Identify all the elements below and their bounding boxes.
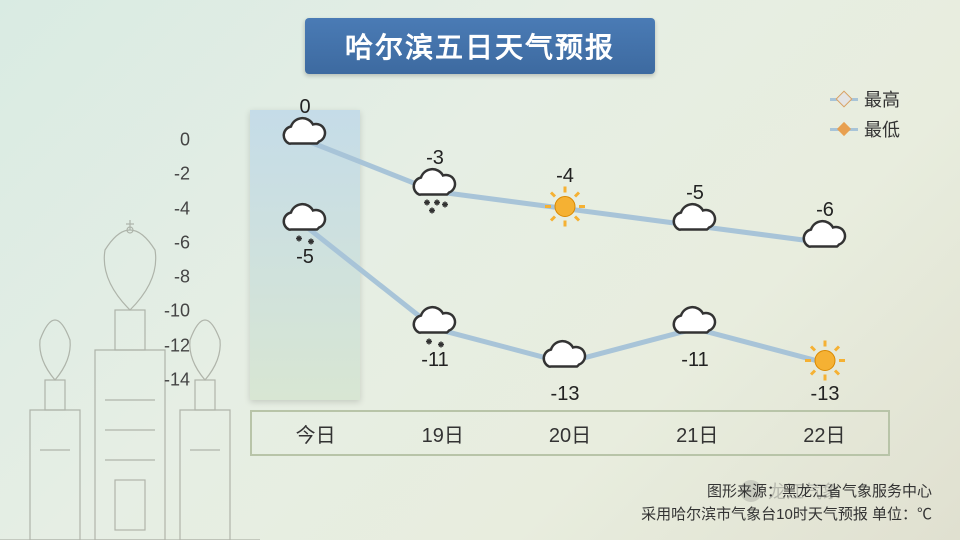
credit-line-1: 图形来源：黑龙江省气象服务中心 bbox=[641, 481, 932, 504]
x-axis-label: 今日 bbox=[252, 412, 379, 454]
low-value: -11 bbox=[681, 349, 708, 372]
low-value: -5 bbox=[296, 246, 314, 269]
y-tick: -2 bbox=[174, 164, 190, 185]
x-axis-label: 20日 bbox=[506, 412, 633, 454]
y-tick: 0 bbox=[180, 130, 190, 151]
x-axis-label: 19日 bbox=[379, 412, 506, 454]
x-axis-label: 21日 bbox=[634, 412, 761, 454]
y-tick: -4 bbox=[174, 198, 190, 219]
y-tick: -10 bbox=[164, 301, 190, 322]
cloud-icon bbox=[797, 212, 853, 273]
x-axis: 今日19日20日21日22日 bbox=[250, 410, 890, 456]
credits: 图形来源：黑龙江省气象服务中心 采用哈尔滨市气象台10时天气预报 单位：℃ bbox=[641, 481, 932, 526]
y-tick: -6 bbox=[174, 232, 190, 253]
snow-heavy-icon bbox=[407, 161, 463, 222]
low-value: -13 bbox=[551, 383, 580, 406]
page-title: 哈尔滨五日天气预报 bbox=[305, 18, 655, 74]
y-tick: -14 bbox=[164, 370, 190, 391]
sun-icon bbox=[537, 178, 593, 239]
x-axis-label: 22日 bbox=[761, 412, 888, 454]
cloud-icon bbox=[667, 195, 723, 256]
cloud-icon bbox=[277, 110, 333, 171]
low-value: -11 bbox=[421, 349, 448, 372]
y-tick: -8 bbox=[174, 267, 190, 288]
y-tick: -12 bbox=[164, 335, 190, 356]
background-illustration bbox=[0, 200, 260, 540]
credit-line-2: 采用哈尔滨市气象台10时天气预报 单位：℃ bbox=[641, 504, 932, 527]
low-value: -13 bbox=[811, 383, 840, 406]
forecast-chart: 最高 最低 0-2-4-6-8-10-12-14 0-5-3-11-4-13-5… bbox=[230, 90, 910, 430]
